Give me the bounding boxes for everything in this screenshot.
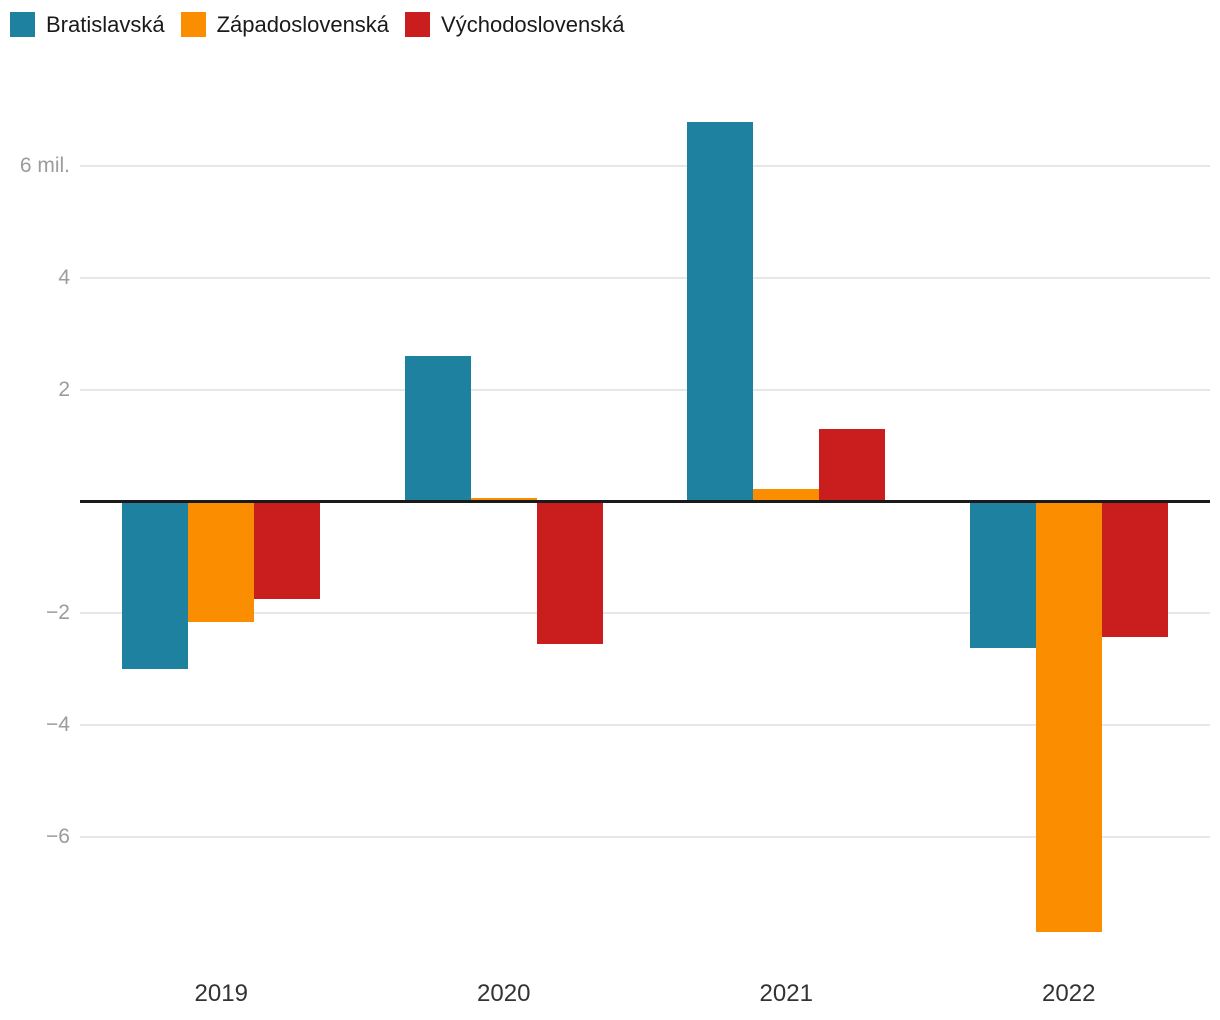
bar-2022-západoslovenská[interactable] <box>1035 501 1102 932</box>
legend-label: Východoslovenská <box>441 12 625 37</box>
y-tick-label: −6 <box>46 824 70 848</box>
x-tick-label: 2022 <box>1042 980 1096 1007</box>
x-tick-label: 2021 <box>759 980 813 1007</box>
x-tick-label: 2020 <box>477 980 531 1007</box>
legend-item: Západoslovenská <box>180 12 390 37</box>
gridline <box>80 165 1210 168</box>
zero-axis-line <box>80 500 1210 503</box>
bar-2022-východoslovenská[interactable] <box>1101 501 1168 638</box>
bar-2019-bratislavská[interactable] <box>122 501 189 670</box>
bar-2020-východoslovenská[interactable] <box>536 501 603 645</box>
bar-2021-bratislavská[interactable] <box>687 122 754 502</box>
legend-item: Východoslovenská <box>405 12 625 37</box>
gridline <box>80 724 1210 727</box>
gridline <box>80 276 1210 279</box>
legend-label: Západoslovenská <box>216 12 390 37</box>
legend-swatch-icon <box>405 12 431 37</box>
bar-2020-západoslovenská[interactable] <box>470 497 537 502</box>
bar-2020-bratislavská[interactable] <box>404 356 471 502</box>
y-tick-label: 2 <box>58 377 70 401</box>
y-tick-label: −4 <box>46 713 70 737</box>
legend-swatch-icon <box>180 12 206 37</box>
bar-2021-východoslovenská[interactable] <box>819 429 886 502</box>
y-tick-label: −2 <box>46 601 70 625</box>
y-tick-label: 4 <box>58 265 70 289</box>
bar-2019-západoslovenská[interactable] <box>188 501 255 622</box>
bar-2021-západoslovenská[interactable] <box>753 489 820 502</box>
legend: Bratislavská Západoslovenská Východosloven… <box>10 12 641 37</box>
bar-2022-bratislavská[interactable] <box>969 501 1036 648</box>
bar-2019-východoslovenská[interactable] <box>254 501 321 600</box>
gridline <box>80 835 1210 838</box>
legend-item: Bratislavská <box>10 12 165 37</box>
y-tick-label: 6 mil. <box>19 154 70 178</box>
legend-swatch-icon <box>10 12 35 37</box>
legend-label: Bratislavská <box>46 12 165 37</box>
x-tick-label: 2019 <box>194 980 248 1007</box>
gridline <box>80 388 1210 391</box>
gridline <box>80 612 1210 615</box>
